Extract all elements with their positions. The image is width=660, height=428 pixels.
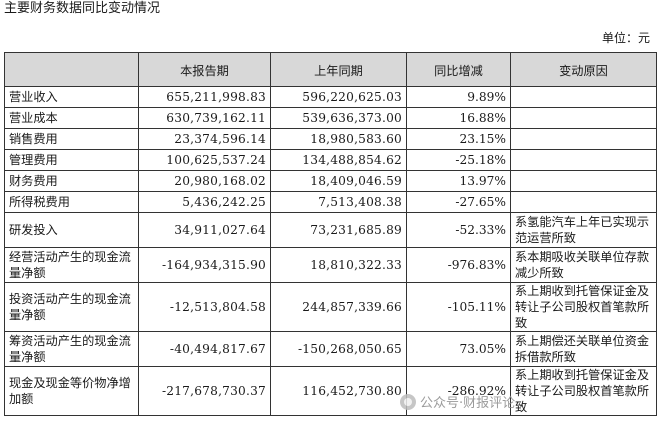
reason-text bbox=[510, 191, 657, 213]
reason-text: 系氢能汽车上年已实现示范运营所致 bbox=[510, 212, 657, 248]
current-value: 5,436,242.25 bbox=[138, 191, 271, 213]
prior-value: 596,220,625.03 bbox=[270, 86, 407, 108]
prior-value: 73,231,685.89 bbox=[270, 212, 407, 248]
row-name: 营业成本 bbox=[4, 107, 139, 129]
table-row: 营业成本 630,739,162.11 539,636,373.00 16.88… bbox=[4, 107, 657, 129]
reason-text: 系上期收到托管保证金及转让子公司股权首笔款所致 bbox=[510, 282, 657, 332]
reason-text bbox=[510, 170, 657, 192]
reason-text bbox=[510, 149, 657, 171]
table-row: 所得税费用 5,436,242.25 7,513,408.38 -27.65% bbox=[4, 191, 657, 213]
reason-text bbox=[510, 107, 657, 129]
current-value: -12,513,804.58 bbox=[138, 282, 271, 332]
row-name: 投资活动产生的现金流量净额 bbox=[4, 282, 139, 332]
watermark-text: 公众号·财报评论 bbox=[420, 396, 516, 411]
table-row: 经营活动产生的现金流量净额 -164,934,315.90 18,810,322… bbox=[4, 247, 657, 283]
current-value: 630,739,162.11 bbox=[138, 107, 271, 129]
table-header-row: 本报告期 上年同期 同比增减 变动原因 bbox=[4, 52, 657, 87]
prior-value: 18,980,583.60 bbox=[270, 128, 407, 150]
change-value: -52.33% bbox=[406, 212, 511, 248]
prior-value: 134,488,854.62 bbox=[270, 149, 407, 171]
current-value: 100,625,537.24 bbox=[138, 149, 271, 171]
row-name: 研发投入 bbox=[4, 212, 139, 248]
table-row: 现金及现金等价物净增加额 -217,678,730.37 116,452,730… bbox=[4, 366, 657, 416]
header-item bbox=[4, 52, 139, 87]
current-value: -40,494,817.67 bbox=[138, 331, 271, 367]
header-prior-period: 上年同期 bbox=[270, 52, 407, 87]
prior-value: 539,636,373.00 bbox=[270, 107, 407, 129]
current-value: 23,374,596.14 bbox=[138, 128, 271, 150]
prior-value: 7,513,408.38 bbox=[270, 191, 407, 213]
change-value: 9.89% bbox=[406, 86, 511, 108]
header-yoy-change: 同比增减 bbox=[406, 52, 511, 87]
row-name: 经营活动产生的现金流量净额 bbox=[4, 247, 139, 283]
reason-text bbox=[510, 86, 657, 108]
reason-text: 系本期吸收关联单位存款减少所致 bbox=[510, 247, 657, 283]
document-title: 主要财务数据同比变动情况 bbox=[4, 1, 161, 16]
change-value: -976.83% bbox=[406, 247, 511, 283]
reason-text: 系上期偿还关联单位资金拆借款所致 bbox=[510, 331, 657, 367]
prior-value: 18,810,322.33 bbox=[270, 247, 407, 283]
table-row: 筹资活动产生的现金流量净额 -40,494,817.67 -150,268,05… bbox=[4, 331, 657, 367]
row-name: 销售费用 bbox=[4, 128, 139, 150]
change-value: 16.88% bbox=[406, 107, 511, 129]
header-change-reason: 变动原因 bbox=[510, 52, 657, 87]
reason-text bbox=[510, 128, 657, 150]
current-value: 34,911,027.64 bbox=[138, 212, 271, 248]
change-value: -27.65% bbox=[406, 191, 511, 213]
row-name: 筹资活动产生的现金流量净额 bbox=[4, 331, 139, 367]
change-value: -286.92% bbox=[406, 366, 511, 416]
table-row: 销售费用 23,374,596.14 18,980,583.60 23.15% bbox=[4, 128, 657, 150]
table-row: 研发投入 34,911,027.64 73,231,685.89 -52.33%… bbox=[4, 212, 657, 248]
table-row: 财务费用 20,980,168.02 18,409,046.59 13.97% bbox=[4, 170, 657, 192]
current-value: 655,211,998.83 bbox=[138, 86, 271, 108]
current-value: -164,934,315.90 bbox=[138, 247, 271, 283]
change-value: 23.15% bbox=[406, 128, 511, 150]
change-value: -105.11% bbox=[406, 282, 511, 332]
row-name: 所得税费用 bbox=[4, 191, 139, 213]
row-name: 财务费用 bbox=[4, 170, 139, 192]
prior-value: 116,452,730.80 bbox=[270, 366, 407, 416]
financial-table: 本报告期 上年同期 同比增减 变动原因 营业收入 655,211,998.83 … bbox=[4, 52, 657, 416]
table-row: 营业收入 655,211,998.83 596,220,625.03 9.89% bbox=[4, 86, 657, 108]
reason-text: 系上期收到托管保证金及转让子公司股权首笔款所致 bbox=[510, 366, 657, 416]
current-value: -217,678,730.37 bbox=[138, 366, 271, 416]
table-row: 投资活动产生的现金流量净额 -12,513,804.58 244,857,339… bbox=[4, 282, 657, 332]
change-value: -25.18% bbox=[406, 149, 511, 171]
table-row: 管理费用 100,625,537.24 134,488,854.62 -25.1… bbox=[4, 149, 657, 171]
prior-value: 18,409,046.59 bbox=[270, 170, 407, 192]
current-value: 20,980,168.02 bbox=[138, 170, 271, 192]
unit-label: 单位：元 bbox=[601, 31, 650, 45]
prior-value: -150,268,050.65 bbox=[270, 331, 407, 367]
change-value: 73.05% bbox=[406, 331, 511, 367]
change-value: 13.97% bbox=[406, 170, 511, 192]
watermark-logo-icon bbox=[400, 393, 416, 410]
row-name: 管理费用 bbox=[4, 149, 139, 171]
header-current-period: 本报告期 bbox=[138, 52, 271, 87]
row-name: 现金及现金等价物净增加额 bbox=[4, 366, 139, 416]
watermark: 公众号·财报评论 bbox=[400, 392, 515, 411]
prior-value: 244,857,339.66 bbox=[270, 282, 407, 332]
row-name: 营业收入 bbox=[4, 86, 139, 108]
